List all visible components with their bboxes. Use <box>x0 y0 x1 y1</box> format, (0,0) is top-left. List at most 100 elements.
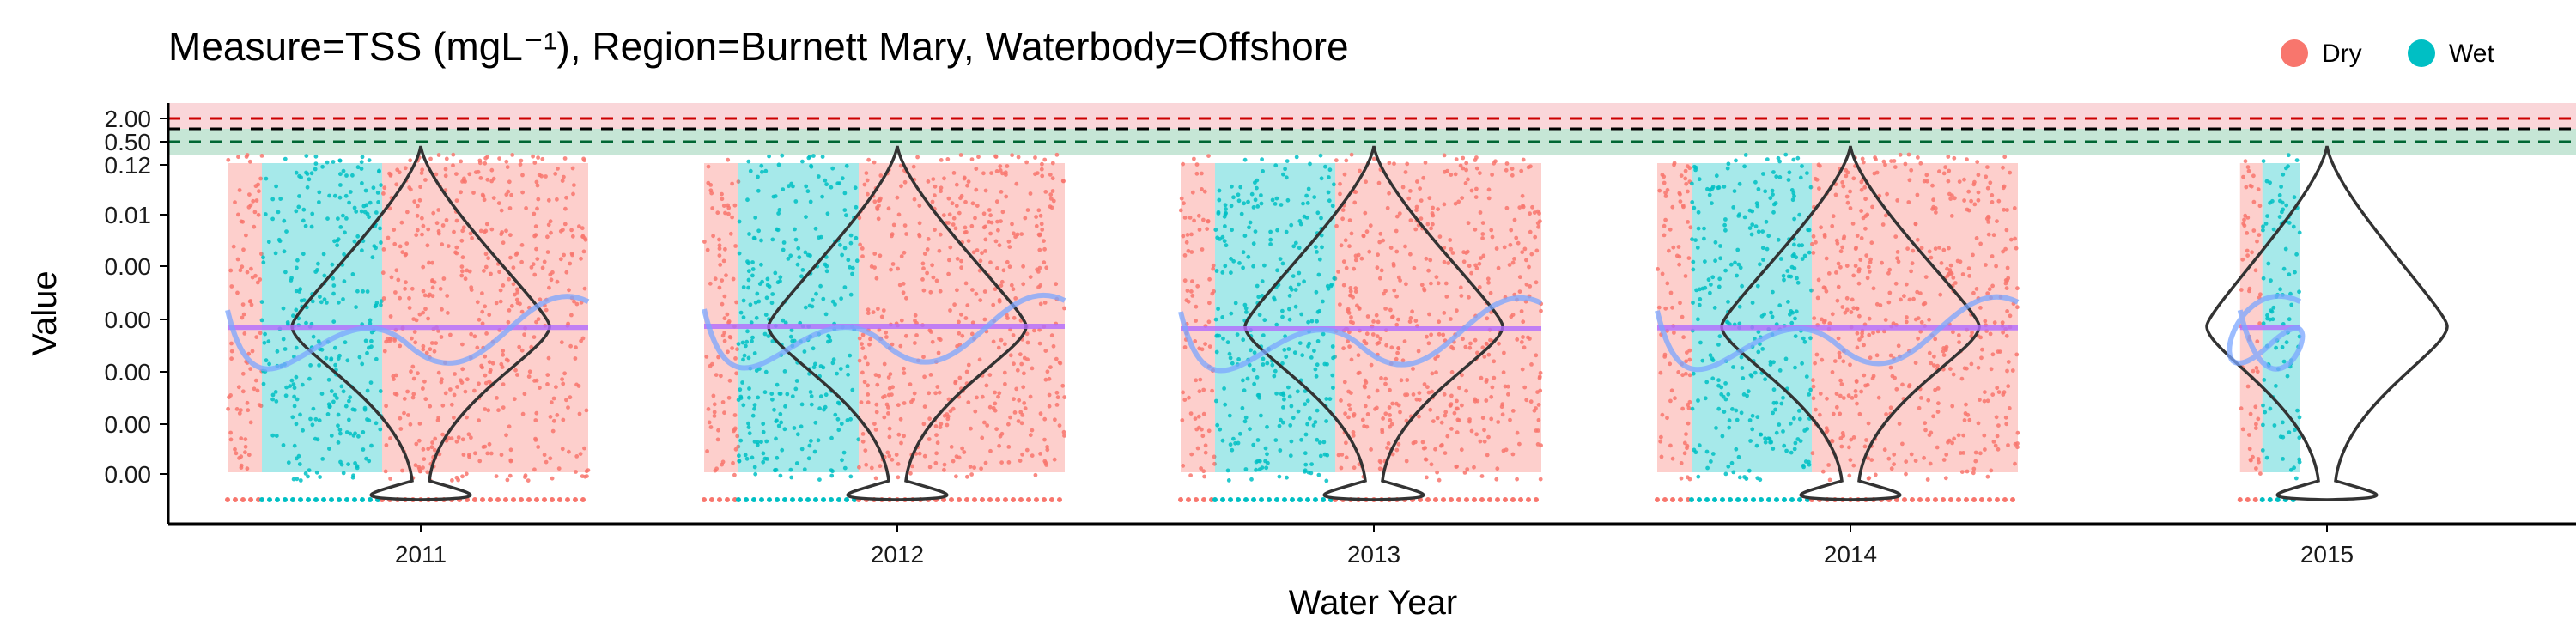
data-point <box>331 283 337 288</box>
data-point <box>234 407 240 411</box>
data-point <box>524 206 528 210</box>
data-point <box>252 224 257 229</box>
data-point <box>2286 153 2291 158</box>
data-point <box>392 241 398 246</box>
data-point <box>259 318 264 323</box>
data-point <box>229 349 234 354</box>
data-point <box>549 230 553 235</box>
data-point <box>1881 159 1886 164</box>
data-point <box>489 167 495 173</box>
censored-point <box>836 497 841 502</box>
data-point <box>423 397 428 402</box>
data-point <box>515 373 519 377</box>
data-point <box>264 358 269 363</box>
data-point <box>336 423 340 428</box>
data-point <box>235 290 240 295</box>
censored-point <box>2010 497 2015 502</box>
censored-point <box>306 497 311 502</box>
data-point <box>517 344 522 349</box>
censored-point <box>767 497 772 502</box>
data-point <box>976 155 981 160</box>
censored-point <box>503 497 508 502</box>
censored-point <box>1267 497 1272 502</box>
data-point <box>252 386 257 392</box>
censored-point <box>1743 497 1748 502</box>
data-point <box>545 373 550 377</box>
data-point <box>1242 157 1248 162</box>
censored-point <box>550 497 555 502</box>
data-point <box>1679 476 1684 481</box>
data-point <box>416 371 420 376</box>
data-point <box>438 287 443 291</box>
data-point <box>463 389 468 394</box>
censored-point <box>1735 497 1741 502</box>
y-tick-label: 0.00 <box>105 307 152 333</box>
data-point <box>338 431 343 436</box>
data-point <box>459 264 465 269</box>
plot-panel <box>168 103 2576 502</box>
censored-point <box>1449 497 1454 502</box>
data-point <box>247 159 252 164</box>
data-point <box>327 404 332 409</box>
data-point <box>427 260 431 265</box>
data-point <box>278 197 283 202</box>
data-point <box>483 155 488 161</box>
data-point <box>351 473 355 478</box>
data-point <box>228 268 234 273</box>
data-point <box>520 173 525 178</box>
censored-point <box>1433 497 1438 502</box>
data-point <box>538 386 542 390</box>
data-point <box>733 356 738 361</box>
data-point <box>365 350 369 355</box>
data-point <box>248 367 253 371</box>
data-point <box>418 185 422 190</box>
data-point <box>532 211 537 216</box>
data-point <box>414 318 419 323</box>
data-point <box>811 154 816 158</box>
data-point <box>388 337 392 342</box>
data-point <box>726 211 731 216</box>
data-point <box>339 384 344 389</box>
data-point <box>469 435 473 440</box>
data-point <box>483 264 489 270</box>
data-point <box>969 472 974 477</box>
data-point <box>440 432 445 437</box>
data-point <box>475 300 480 305</box>
data-point <box>548 456 553 461</box>
data-point <box>283 393 289 398</box>
data-point <box>262 340 267 345</box>
data-point <box>484 331 489 336</box>
data-point <box>325 216 330 221</box>
data-point <box>410 364 416 369</box>
data-point <box>274 184 278 189</box>
censored-point <box>1274 497 1279 502</box>
data-point <box>402 410 406 416</box>
data-point <box>329 356 334 361</box>
data-point <box>409 369 413 374</box>
censored-point <box>1925 497 1930 502</box>
data-point <box>347 398 351 404</box>
data-point <box>542 259 547 264</box>
data-point <box>501 349 506 353</box>
chart-title: Measure=TSS (mgL⁻¹), Region=Burnett Mary… <box>168 24 1349 69</box>
data-point <box>734 300 738 305</box>
data-point <box>425 243 430 248</box>
data-point <box>1916 155 1920 160</box>
data-point <box>423 178 428 182</box>
censored-point <box>1228 497 1233 502</box>
data-band <box>262 163 382 472</box>
data-point <box>299 298 304 303</box>
data-point <box>430 260 434 265</box>
data-point <box>478 176 483 180</box>
data-band <box>1692 163 1812 472</box>
censored-point <box>1042 497 1047 502</box>
data-point <box>459 238 465 243</box>
censored-point <box>240 497 246 502</box>
censored-point <box>495 497 501 502</box>
data-point <box>240 315 245 320</box>
data-point <box>1454 157 1459 162</box>
data-point <box>477 161 483 166</box>
data-point <box>1334 158 1339 163</box>
data-point <box>344 216 349 221</box>
data-point <box>509 192 513 197</box>
